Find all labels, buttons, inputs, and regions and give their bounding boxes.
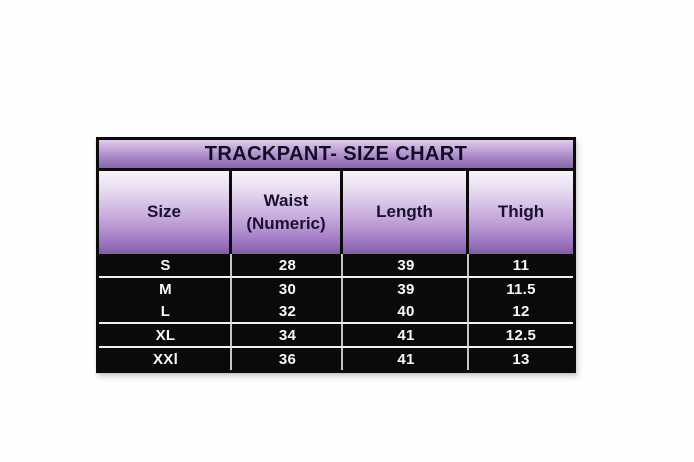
- column-header-waist: Waist (Numeric): [232, 171, 343, 254]
- cell-length: 39: [397, 256, 415, 274]
- cell-size: S: [160, 256, 171, 274]
- table-body: S 28 39 11 M 30 39 11.5 L 32 40 12 XL 34…: [99, 254, 573, 370]
- cell-size: L: [160, 302, 171, 320]
- column-divider: [341, 254, 343, 370]
- cell-size: M: [159, 280, 172, 298]
- cell-size: XL: [155, 326, 176, 344]
- table-row: XXl 36 41 13: [99, 348, 573, 370]
- cell-thigh: 12: [512, 302, 530, 320]
- column-divider: [230, 254, 232, 370]
- table-row: L 32 40 12: [99, 300, 573, 324]
- cell-waist: 30: [278, 280, 297, 298]
- column-divider: [467, 254, 469, 370]
- cell-length: 41: [397, 326, 415, 344]
- cell-thigh: 13: [512, 350, 530, 368]
- table-header-row: Size Waist (Numeric) Length Thigh: [99, 171, 573, 254]
- cell-length: 39: [397, 280, 415, 298]
- table-row: XL 34 41 12.5: [99, 324, 573, 348]
- column-header-length: Length: [343, 171, 469, 254]
- table-row: S 28 39 11: [99, 254, 573, 278]
- table-title: TRACKPANT- SIZE CHART: [99, 140, 573, 171]
- cell-waist: 36: [278, 350, 297, 368]
- column-header-size: Size: [99, 171, 232, 254]
- cell-size: XXl: [152, 350, 179, 368]
- table-row: M 30 39 11.5: [99, 278, 573, 300]
- cell-thigh: 11: [512, 256, 530, 274]
- cell-length: 41: [397, 350, 415, 368]
- cell-waist: 34: [278, 326, 297, 344]
- cell-thigh: 12.5: [505, 326, 537, 344]
- cell-length: 40: [397, 302, 415, 320]
- size-chart-table: TRACKPANT- SIZE CHART Size Waist (Numeri…: [96, 137, 576, 373]
- cell-thigh: 11.5: [506, 280, 536, 298]
- cell-waist: 28: [278, 256, 297, 274]
- column-header-thigh: Thigh: [469, 171, 573, 254]
- cell-waist: 32: [278, 302, 297, 320]
